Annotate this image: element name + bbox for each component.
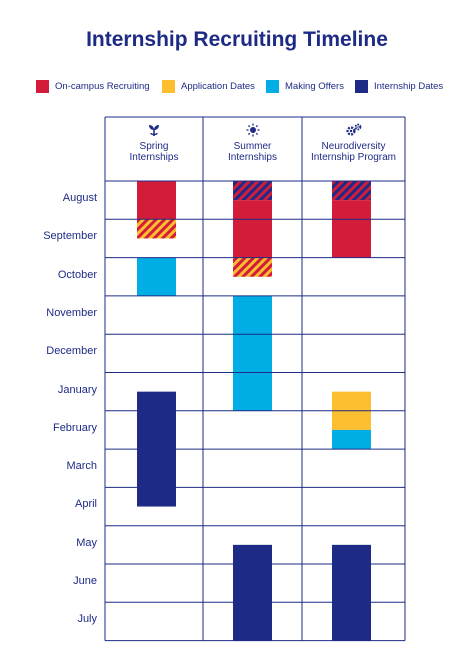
legend-label-internship: Internship Dates xyxy=(374,80,444,92)
sprout-icon xyxy=(149,125,159,136)
legend-item-application: Application Dates xyxy=(162,78,255,94)
column-header-summer: Summer Internships xyxy=(203,123,302,163)
month-label: January xyxy=(57,383,97,396)
month-label: June xyxy=(73,575,97,587)
timeline-bar xyxy=(233,200,272,258)
column-header-summer-label: Summer Internships xyxy=(228,141,277,163)
month-label: September xyxy=(43,230,97,243)
column-header-neurodiversity: Neurodiversity Internship Program xyxy=(302,123,405,163)
timeline-bar xyxy=(233,257,272,277)
timeline-bar xyxy=(137,181,176,220)
timeline-bar xyxy=(233,181,272,201)
legend-item-internship: Internship Dates xyxy=(355,78,443,94)
legend: On-campus Recruiting Application Dates M… xyxy=(0,78,474,94)
sun-icon xyxy=(246,123,259,137)
column-header-spring-label: Spring Internships xyxy=(129,141,179,163)
month-label: December xyxy=(46,345,97,358)
timeline-bar xyxy=(233,295,272,411)
timeline-bar xyxy=(233,544,272,641)
legend-label-offers: Making Offers xyxy=(285,80,344,92)
timeline-bar xyxy=(137,219,176,239)
legend-swatch-application xyxy=(162,79,175,93)
legend-item-offers: Making Offers xyxy=(266,78,344,94)
month-label: November xyxy=(46,306,97,319)
month-label: February xyxy=(52,421,97,434)
timeline-bar xyxy=(332,181,371,201)
month-label: July xyxy=(77,613,97,626)
month-label: August xyxy=(62,192,97,204)
legend-swatch-offers xyxy=(266,79,279,93)
timeline-bar xyxy=(332,429,371,450)
legend-swatch-internship xyxy=(355,79,368,93)
timeline-bar xyxy=(137,257,176,296)
column-header-spring: Spring Internships xyxy=(105,123,203,163)
legend-swatch-on-campus xyxy=(36,79,49,93)
month-label: May xyxy=(76,536,97,549)
timeline-bar xyxy=(332,200,371,258)
legend-label-on-campus: On-campus Recruiting xyxy=(55,80,150,92)
grid-lines xyxy=(104,116,406,642)
gears-icon xyxy=(345,123,361,136)
timeline-bar xyxy=(332,544,371,641)
column-header-neurodiversity-label: Neurodiversity Internship Program xyxy=(310,141,397,163)
legend-item-on-campus: On-campus Recruiting xyxy=(36,78,150,94)
month-label: October xyxy=(57,268,97,281)
legend-label-application: Application Dates xyxy=(181,80,255,92)
month-label: April xyxy=(74,498,97,511)
chart-title: Internship Recruiting Timeline xyxy=(86,28,388,51)
month-label: March xyxy=(66,460,97,473)
